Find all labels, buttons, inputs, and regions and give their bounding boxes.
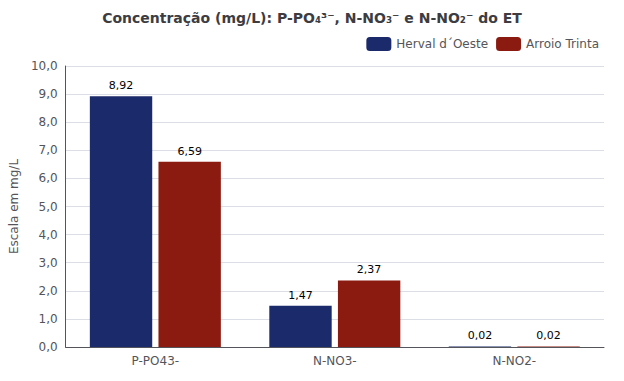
svg-text:1,0: 1,0 [39, 312, 58, 326]
svg-text:P-PO43-: P-PO43- [132, 354, 180, 368]
svg-text:Arroio Trinta: Arroio Trinta [526, 37, 599, 51]
svg-text:N-NO3-: N-NO3- [313, 354, 357, 368]
svg-text:3,0: 3,0 [39, 256, 58, 270]
svg-text:8,92: 8,92 [109, 79, 134, 92]
svg-text:9,0: 9,0 [39, 87, 58, 101]
svg-text:Concentração (mg/L): P-PO₄³⁻,: Concentração (mg/L): P-PO₄³⁻, N-NO₃⁻ e N… [102, 10, 522, 26]
svg-text:Herval d´Oeste: Herval d´Oeste [396, 37, 488, 51]
svg-text:0,02: 0,02 [468, 329, 493, 342]
svg-text:5,0: 5,0 [39, 200, 58, 214]
svg-text:0,0: 0,0 [39, 340, 58, 354]
svg-text:7,0: 7,0 [39, 143, 58, 157]
svg-text:10,0: 10,0 [31, 59, 58, 73]
svg-text:2,37: 2,37 [357, 263, 382, 276]
svg-text:4,0: 4,0 [39, 228, 58, 242]
svg-text:6,0: 6,0 [39, 171, 58, 185]
svg-text:2,0: 2,0 [39, 284, 58, 298]
svg-text:1,47: 1,47 [288, 289, 313, 302]
svg-text:Escala em mg/L: Escala em mg/L [7, 159, 21, 255]
svg-text:N-NO2-: N-NO2- [492, 354, 536, 368]
svg-text:0,02: 0,02 [536, 329, 561, 342]
svg-text:8,0: 8,0 [39, 115, 58, 129]
svg-text:6,59: 6,59 [177, 145, 202, 158]
